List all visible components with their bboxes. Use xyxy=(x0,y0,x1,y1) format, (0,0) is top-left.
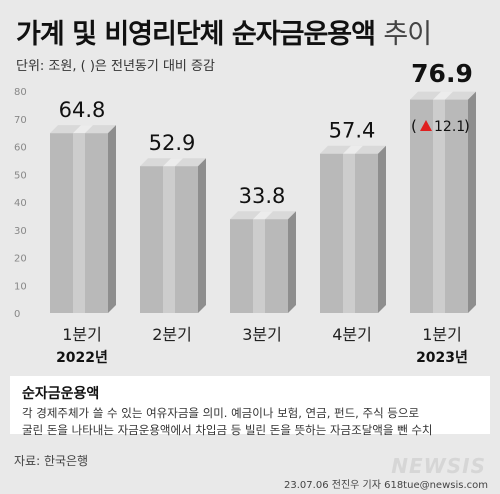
value-label: 33.8 xyxy=(239,184,286,208)
value-label: 57.4 xyxy=(329,119,376,143)
definition-line-2: 굴린 돈을 나타내는 자금운용액에서 차입금 등 빌린 돈을 뜻하는 자금조달액… xyxy=(22,423,433,437)
bar-side xyxy=(378,145,386,313)
definition-box: 순자금운용액 각 경제주체가 쓸 수 있는 여유자금을 의미. 예금이나 보험,… xyxy=(10,376,490,437)
newsis-logo: NEWSIS xyxy=(391,454,486,478)
bar-ribbon xyxy=(163,166,175,313)
change-paren-close: ) xyxy=(464,117,470,135)
value-label: 64.8 xyxy=(59,98,106,122)
bar-ribbon xyxy=(343,153,355,313)
change-paren-open: ( xyxy=(411,117,417,135)
up-triangle-icon xyxy=(420,120,432,131)
bar-side xyxy=(198,158,206,313)
bar-chart: 0 10 20 30 40 50 60 70 80 64.8 1분기 2022년 52.9 2분기 33.8… xyxy=(14,59,476,366)
unit-note: 단위: 조원, ( )은 전년동기 대비 증감 xyxy=(16,59,215,74)
y-tick-label: 0 xyxy=(14,309,20,320)
bar-ribbon-top xyxy=(433,91,453,100)
bar-ribbon xyxy=(253,219,265,313)
category-label: 2분기 xyxy=(152,325,192,344)
value-label: 52.9 xyxy=(149,131,196,155)
bar-ribbon-top xyxy=(343,145,363,154)
chart-title: 가계 및 비영리단체 순자금운용액 추이 xyxy=(16,12,432,51)
y-tick-label: 30 xyxy=(14,226,27,237)
change-label: 12.1 xyxy=(434,119,465,135)
title-light: 추이 xyxy=(383,19,432,50)
y-tick-label: 80 xyxy=(14,87,27,98)
bar-ribbon-top xyxy=(163,158,183,167)
bar-side xyxy=(288,211,296,313)
y-tick-label: 60 xyxy=(14,143,27,154)
bar-ribbon xyxy=(433,99,445,313)
category-label: 1분기 xyxy=(422,325,462,344)
y-tick-label: 40 xyxy=(14,198,27,209)
bar-ribbon xyxy=(73,133,85,313)
definition-line-1: 각 경제주체가 쓸 수 있는 여유자금을 의미. 예금이나 보험, 연금, 펀드… xyxy=(22,406,420,420)
year-label: 2022년 xyxy=(56,350,108,366)
y-tick-label: 20 xyxy=(14,254,27,265)
definition-title: 순자금운용액 xyxy=(22,386,100,402)
source-note: 자료: 한국은행 xyxy=(14,454,89,468)
value-label: 76.9 xyxy=(411,59,473,88)
category-label: 1분기 xyxy=(62,325,102,344)
bar-side xyxy=(108,125,116,314)
y-tick-label: 70 xyxy=(14,115,27,126)
y-tick-label: 10 xyxy=(14,281,27,292)
bar-ribbon-top xyxy=(73,125,93,134)
category-label: 4분기 xyxy=(332,325,372,344)
bar-side xyxy=(468,91,476,313)
credit-line: 23.07.06 전진우 기자 618tue@newsis.com xyxy=(284,480,488,491)
bar-ribbon-top xyxy=(253,211,273,220)
year-label: 2023년 xyxy=(416,350,468,366)
title-main: 가계 및 비영리단체 순자금운용액 xyxy=(16,19,376,50)
category-label: 3분기 xyxy=(242,325,282,344)
y-tick-label: 50 xyxy=(14,170,27,181)
